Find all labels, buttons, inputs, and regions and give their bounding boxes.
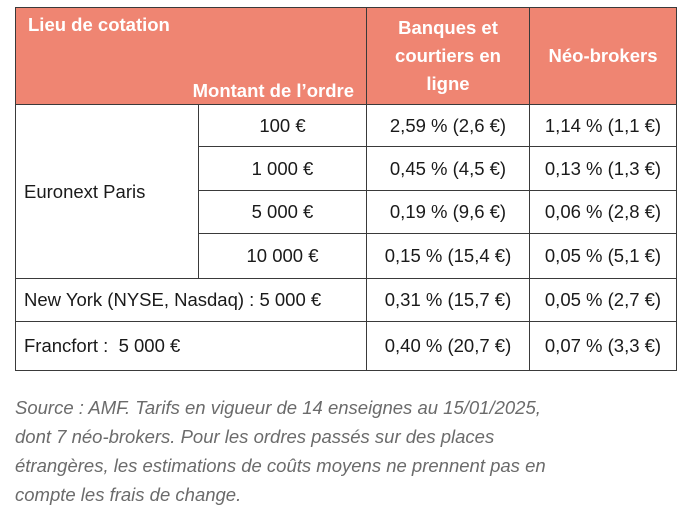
- table-header-row: Lieu de cotation Montant de l’ordre Banq…: [15, 7, 677, 105]
- table-row: 10 000 € 0,15 % (15,4 €) 0,05 % (5,1 €): [16, 233, 677, 279]
- table-row: New York (NYSE, Nasdaq) : 5 000 € 0,31 %…: [15, 278, 677, 322]
- neo-fee: 0,13 % (1,3 €): [529, 146, 677, 191]
- order-amount: 10 000 €: [198, 233, 367, 279]
- order-amount: 100 €: [198, 104, 367, 147]
- banques-fee: 0,19 % (9,6 €): [366, 190, 530, 234]
- table-row: 1 000 € 0,45 % (4,5 €) 0,13 % (1,3 €): [16, 146, 677, 191]
- neo-fee: 0,05 % (2,7 €): [529, 278, 677, 322]
- banques-fee: 0,31 % (15,7 €): [366, 278, 530, 322]
- table-row: 5 000 € 0,19 % (9,6 €) 0,06 % (2,8 €): [16, 190, 677, 234]
- neo-column-header: Néo-brokers: [529, 7, 677, 105]
- banques-fee: 2,59 % (2,6 €): [366, 104, 530, 147]
- neo-fee: 0,06 % (2,8 €): [529, 190, 677, 234]
- fees-table: Lieu de cotation Montant de l’ordre Banq…: [15, 7, 677, 371]
- corner-header-cell: Lieu de cotation Montant de l’ordre: [15, 7, 367, 105]
- neo-fee: 0,05 % (5,1 €): [529, 233, 677, 279]
- banques-column-header: Banques et courtiers en ligne: [366, 7, 530, 105]
- banques-fee: 0,15 % (15,4 €): [366, 233, 530, 279]
- neo-fee: 1,14 % (1,1 €): [529, 104, 677, 147]
- montant-header: Montant de l’ordre: [192, 80, 354, 101]
- table-row: Euronext Paris 100 € 2,59 % (2,6 €) 1,14…: [15, 104, 677, 279]
- order-amount: 5 000 €: [198, 190, 367, 234]
- banques-fee: 0,40 % (20,7 €): [366, 321, 530, 371]
- order-amount: 1 000 €: [198, 146, 367, 191]
- banques-fee: 0,45 % (4,5 €): [366, 146, 530, 191]
- table-row: Francfort : 5 000 € 0,40 % (20,7 €) 0,07…: [15, 321, 677, 371]
- source-note: Source : AMF. Tarifs en vigueur de 14 en…: [15, 397, 546, 505]
- neo-fee: 0,07 % (3,3 €): [529, 321, 677, 371]
- francfort-label: Francfort : 5 000 €: [15, 321, 367, 371]
- lieu-header: Lieu de cotation: [28, 14, 170, 35]
- euronext-label: Euronext Paris: [15, 104, 199, 279]
- newyork-label: New York (NYSE, Nasdaq) : 5 000 €: [15, 278, 367, 322]
